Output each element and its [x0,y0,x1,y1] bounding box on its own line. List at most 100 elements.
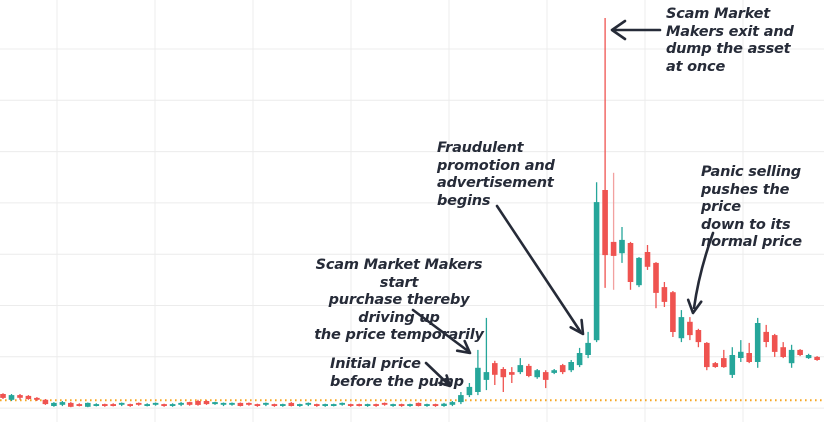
candle-41 [347,403,354,407]
candle-body [8,395,15,400]
candle-body [93,404,100,406]
candle-49 [415,402,422,407]
candle-body [135,402,142,405]
candle-65 [551,369,557,375]
candle-6 [51,402,57,407]
candle-body [195,401,201,405]
candle-body [551,370,557,373]
candle-7 [59,401,66,407]
candle-body [466,386,473,396]
candle-body [17,395,23,398]
candle-67 [568,360,574,373]
candle-23 [195,399,201,406]
candle-28 [237,402,244,407]
candle-body [144,404,150,406]
candle-body [593,202,600,341]
candle-56 [475,349,481,396]
candle-33 [280,403,286,407]
candle-body [356,404,362,406]
annotation-exit-dump: Scam Market Makers exit and dump the ass… [666,6,794,75]
candle-78 [661,282,668,307]
candle-body [721,358,727,368]
candle-2 [17,394,23,400]
candle-40 [339,402,345,406]
candle-82 [695,328,702,348]
candle-16 [135,402,142,406]
candle-body [568,362,574,371]
candle-body [678,317,685,339]
candle-body [127,404,133,406]
candle-body [432,404,439,406]
candle-55 [466,383,473,398]
candle-45 [381,402,388,406]
candle-body [118,402,125,405]
candle-body [330,404,337,406]
candle-44 [373,403,379,407]
candle-body [780,347,786,357]
candle-39 [330,403,337,407]
candle-10 [85,402,91,408]
candle-body [25,395,32,399]
candle-body [500,369,507,378]
candle-26 [220,402,227,407]
candle-25 [212,401,218,405]
candle-29 [246,402,252,406]
candle-27 [229,402,235,406]
candle-body [509,372,515,375]
arrow-smm-start-purchase-icon [411,308,472,355]
candle-8 [68,402,74,408]
candle-body [738,351,744,358]
arrow-panic-selling-icon [686,231,715,315]
candle-body [644,252,651,267]
candle-body [34,397,40,400]
candle-92 [780,342,786,359]
candle-85 [721,349,727,368]
candle-70 [593,182,600,343]
candle-body [636,257,642,286]
candle-64 [542,370,549,389]
candle-19 [161,403,167,407]
candle-88 [746,342,752,364]
candle-12 [102,403,108,407]
candle-47 [398,403,405,407]
candle-69 [585,331,591,359]
candle-4 [34,397,40,401]
arrow-fraudulent-promotion-icon [495,204,585,336]
candle-42 [356,403,362,407]
candle-body [254,404,261,406]
candle-72 [610,172,617,290]
candle-52 [441,402,447,407]
candle-body [670,292,676,332]
candle-body [59,402,66,405]
annotation-panic-selling: Panic selling pushes the price down to i… [701,164,802,250]
candle-body [212,402,218,405]
candle-body [102,404,108,406]
candle-75 [636,257,642,288]
candle-34 [288,402,295,407]
candle-body [280,404,286,406]
candle-87 [738,340,744,362]
candle-31 [263,402,269,407]
candle-35 [297,403,303,407]
candle-53 [449,401,456,407]
candle-57 [483,317,490,391]
candle-body [220,402,227,405]
candle-1 [8,394,15,401]
candle-body [483,372,490,380]
candle-body [415,402,422,406]
candle-37 [314,403,320,407]
candle-body [203,401,210,405]
candle-48 [407,403,413,407]
candle-91 [771,333,778,357]
candle-body [364,404,371,406]
candle-17 [144,403,150,407]
candle-body [441,403,447,406]
candle-62 [526,363,532,378]
candle-body [610,241,617,256]
candle-15 [127,403,133,407]
candle-body [0,394,6,398]
candle-79 [670,291,676,337]
